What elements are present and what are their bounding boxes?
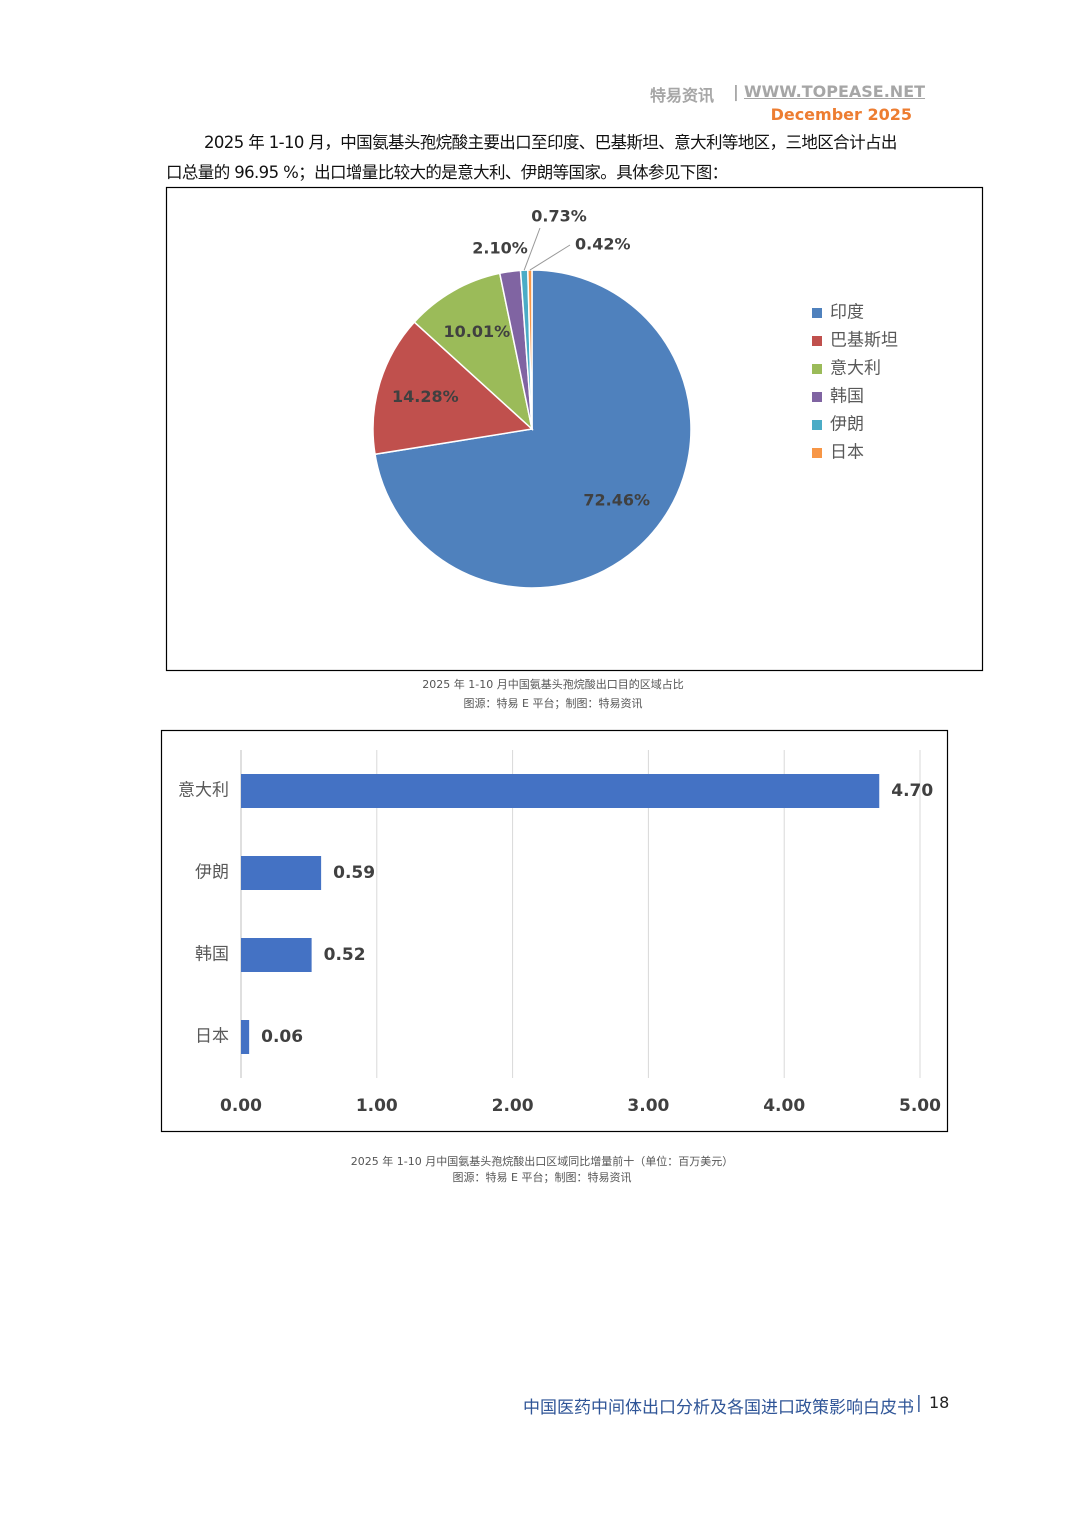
bar <box>241 938 312 972</box>
chart-caption: 2025 年 1-10 月中国氨基头孢烷酸出口目的区域占比 <box>422 678 684 691</box>
bar <box>241 856 322 890</box>
paragraph: 2025 年 1-10 月，中国氨基头孢烷酸主要出口至印度、巴基斯坦、意大利等地… <box>166 133 897 182</box>
footer-title: 中国医药中间体出口分析及各国进口政策影响白皮书 <box>523 1398 914 1418</box>
data-label: 0.59 <box>333 863 375 883</box>
legend-swatch <box>812 448 822 458</box>
x-tick-label: 2.00 <box>492 1096 534 1116</box>
bar-chart: 0.00 1.00 2.00 3.00 4.00 5.00 意大利 4.70 伊朗 0.59 韩国 0… <box>160 729 949 1133</box>
legend-swatch <box>812 308 822 318</box>
header-separator: | <box>733 82 739 101</box>
legend-label: 巴基斯坦 <box>830 331 898 351</box>
legend-swatch <box>812 420 822 430</box>
legend-swatch <box>812 364 822 374</box>
legend-label: 日本 <box>830 443 864 463</box>
pie-slice <box>413 272 534 432</box>
data-label: 4.70 <box>891 781 933 801</box>
y-tick-label: 韩国 <box>195 945 229 965</box>
legend-label: 印度 <box>830 303 864 323</box>
x-tick-label: 0.00 <box>220 1096 262 1116</box>
x-tick-label: 5.00 <box>899 1096 941 1116</box>
leader-line <box>529 244 571 271</box>
legend-swatch <box>812 392 822 402</box>
data-label: 10.01% <box>444 322 511 341</box>
data-label: 2.10% <box>472 239 528 258</box>
x-tick-label: 1.00 <box>356 1096 398 1116</box>
pie-slice <box>372 321 534 456</box>
leader-line <box>523 227 541 271</box>
data-label: 72.46% <box>583 491 650 510</box>
header-site: WWW.TOPEASE.NET <box>744 82 926 101</box>
data-label: 0.52 <box>324 945 366 965</box>
footer-page: 18 <box>929 1393 950 1412</box>
data-label: 0.42% <box>575 235 631 254</box>
bar <box>241 1020 250 1054</box>
x-tick-label: 3.00 <box>627 1096 669 1116</box>
y-tick-label: 日本 <box>195 1027 229 1047</box>
legend-label: 伊朗 <box>830 415 864 435</box>
data-label: 14.28% <box>392 387 459 406</box>
header-brand: 特易资讯 <box>650 86 715 105</box>
chart-caption: 2025 年 1-10 月中国氨基头孢烷酸出口区域同比增量前十（单位：百万美元） <box>350 1155 734 1168</box>
y-tick-label: 伊朗 <box>195 863 229 883</box>
legend-swatch <box>812 336 822 346</box>
chart-source: 图源：特易 E 平台；制图：特易资讯 <box>463 697 643 710</box>
bar <box>241 774 880 808</box>
data-label: 0.06 <box>261 1027 303 1047</box>
pie-chart: 72.46% 印度 14.28% 巴基斯坦 10.01% 意大利 2.10% 韩国 0.73% 伊… <box>165 186 984 672</box>
x-tick-label: 4.00 <box>763 1096 805 1116</box>
data-label: 0.73% <box>531 207 587 226</box>
legend-label: 韩国 <box>830 387 864 407</box>
chart-source: 图源：特易 E 平台；制图：特易资讯 <box>452 1171 632 1184</box>
legend-label: 意大利 <box>830 359 881 379</box>
footer-separator: | <box>916 1393 922 1413</box>
y-tick-label: 意大利 <box>178 781 229 801</box>
header-date: December 2025 <box>770 105 912 124</box>
